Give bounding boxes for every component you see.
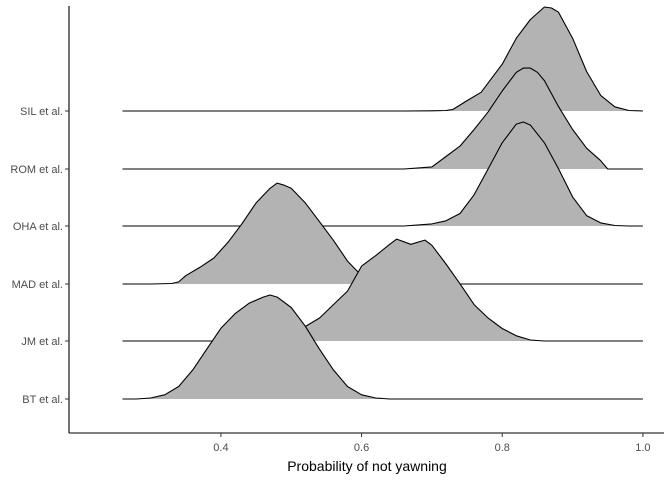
- y-tick-label: SIL et al.: [20, 106, 63, 118]
- ridge-fill: [122, 295, 643, 399]
- ridges-layer: [122, 6, 643, 400]
- y-tick-label: ROM et al.: [10, 164, 63, 176]
- y-tick-label: OHA et al.: [13, 221, 63, 233]
- ridge-fill: [122, 7, 643, 111]
- ridge-jm-et-al: [122, 238, 643, 342]
- x-tick-label: 0.8: [495, 442, 510, 454]
- ridge-outline: [122, 294, 643, 400]
- ridge-sil-et-al: [122, 6, 643, 112]
- y-tick-label: BT et al.: [22, 394, 63, 406]
- ridge-outline: [122, 238, 643, 342]
- x-tick-label: 0.4: [213, 442, 228, 454]
- ridge-fill: [122, 239, 643, 341]
- ridge-bt-et-al: [122, 294, 643, 400]
- y-tick-label: MAD et al.: [12, 279, 63, 291]
- y-ticks: BT et al. JM et al. MAD et al. OHA et al. RO…: [10, 106, 69, 406]
- y-tick-label: JM et al.: [21, 336, 63, 348]
- x-tick-label: 0.6: [354, 442, 369, 454]
- ridge-outline: [122, 121, 643, 227]
- ridge-fill: [122, 122, 643, 226]
- x-ticks: 0.4 0.6 0.8 1.0: [213, 433, 651, 454]
- x-tick-label: 1.0: [635, 442, 650, 454]
- ridge-oha-et-al: [122, 121, 643, 227]
- ridge-outline: [122, 67, 643, 170]
- x-axis-title: Probability of not yawning: [287, 458, 447, 474]
- ridge-outline: [122, 6, 643, 112]
